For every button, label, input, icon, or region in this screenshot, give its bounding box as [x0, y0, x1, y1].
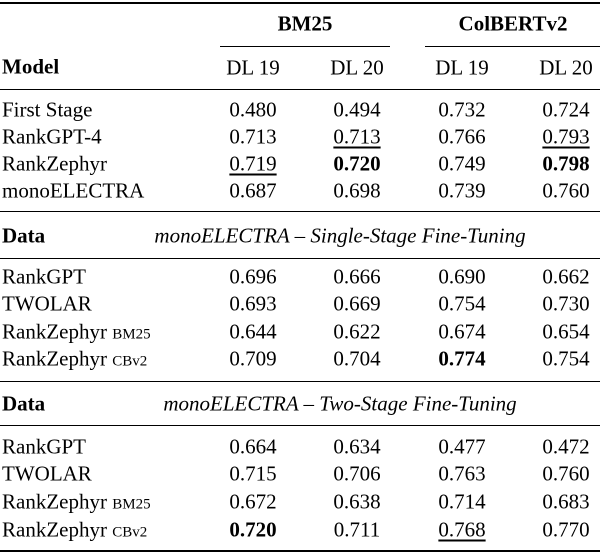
score: 0.754 [438, 291, 486, 316]
model-name: RankZephyr [2, 151, 107, 176]
column-header: DL 20 [539, 55, 593, 80]
column-header: Model [2, 54, 60, 79]
section-rule [0, 381, 600, 382]
score: 0.793 [542, 124, 590, 149]
score: 0.715 [229, 461, 277, 486]
score: 0.669 [333, 291, 381, 316]
section-title: monoELECTRA – Single-Stage Fine-Tuning [154, 223, 526, 248]
score: 0.770 [542, 517, 590, 542]
score: 0.696 [229, 264, 277, 289]
model-name: monoELECTRA [2, 178, 145, 203]
group-header: BM25 [277, 11, 333, 36]
model-name: TWOLAR [2, 291, 92, 316]
section-rule [0, 258, 600, 259]
score: 0.724 [542, 97, 590, 122]
score: 0.711 [333, 517, 381, 542]
score: 0.693 [229, 291, 277, 316]
model-name: RankZephyr CBv2 [2, 517, 148, 542]
score: 0.766 [438, 124, 486, 149]
score: 0.664 [229, 434, 277, 459]
section-rule [0, 211, 600, 212]
score: 0.798 [542, 151, 590, 176]
score: 0.760 [542, 461, 590, 486]
score: 0.720 [229, 517, 277, 542]
score: 0.749 [438, 151, 486, 176]
score: 0.634 [333, 434, 381, 459]
score: 0.687 [229, 178, 277, 203]
score: 0.714 [438, 489, 486, 514]
score: 0.698 [333, 178, 381, 203]
score: 0.713 [333, 124, 381, 149]
score: 0.666 [333, 264, 381, 289]
score: 0.720 [333, 151, 381, 176]
score: 0.477 [438, 434, 486, 459]
score: 0.754 [542, 346, 590, 371]
score: 0.760 [542, 178, 590, 203]
model-name: RankGPT-4 [2, 124, 102, 149]
score: 0.674 [438, 319, 486, 344]
score: 0.494 [333, 97, 381, 122]
score: 0.662 [542, 264, 590, 289]
score: 0.713 [229, 124, 277, 149]
section-title: monoELECTRA – Two-Stage Fine-Tuning [163, 391, 517, 416]
score: 0.690 [438, 264, 486, 289]
model-suffix: BM25 [112, 326, 151, 343]
score: 0.672 [229, 489, 277, 514]
top-rule [0, 2, 600, 4]
section-rule [0, 425, 600, 426]
score: 0.774 [438, 346, 486, 371]
score: 0.730 [542, 291, 590, 316]
group-header: ColBERTv2 [458, 11, 568, 36]
score: 0.622 [333, 319, 381, 344]
header-rule [0, 89, 600, 90]
score: 0.706 [333, 461, 381, 486]
model-name: RankZephyr CBv2 [2, 346, 148, 371]
score: 0.709 [229, 346, 277, 371]
score: 0.644 [229, 319, 277, 344]
score: 0.472 [542, 434, 590, 459]
bottom-rule [0, 550, 600, 552]
model-name: RankGPT [2, 434, 86, 459]
column-header: DL 20 [330, 55, 384, 80]
score: 0.763 [438, 461, 486, 486]
group-rule [425, 46, 600, 47]
score: 0.739 [438, 178, 486, 203]
group-rule [220, 46, 390, 47]
model-name: RankZephyr BM25 [2, 319, 151, 344]
model-name: First Stage [2, 97, 93, 122]
score: 0.768 [438, 517, 486, 542]
model-name: TWOLAR [2, 461, 92, 486]
score: 0.480 [229, 97, 277, 122]
score: 0.654 [542, 319, 590, 344]
score: 0.683 [542, 489, 590, 514]
score: 0.638 [333, 489, 381, 514]
score: 0.732 [438, 97, 486, 122]
column-header: DL 19 [226, 55, 280, 80]
model-suffix: CBv2 [112, 353, 148, 370]
section-label: Data [2, 391, 46, 416]
column-header: DL 19 [435, 55, 489, 80]
score: 0.704 [333, 346, 381, 371]
model-name: RankGPT [2, 264, 86, 289]
score: 0.719 [229, 151, 277, 176]
model-suffix: CBv2 [112, 524, 148, 541]
model-name: RankZephyr BM25 [2, 489, 151, 514]
model-suffix: BM25 [112, 496, 151, 513]
section-label: Data [2, 223, 46, 248]
